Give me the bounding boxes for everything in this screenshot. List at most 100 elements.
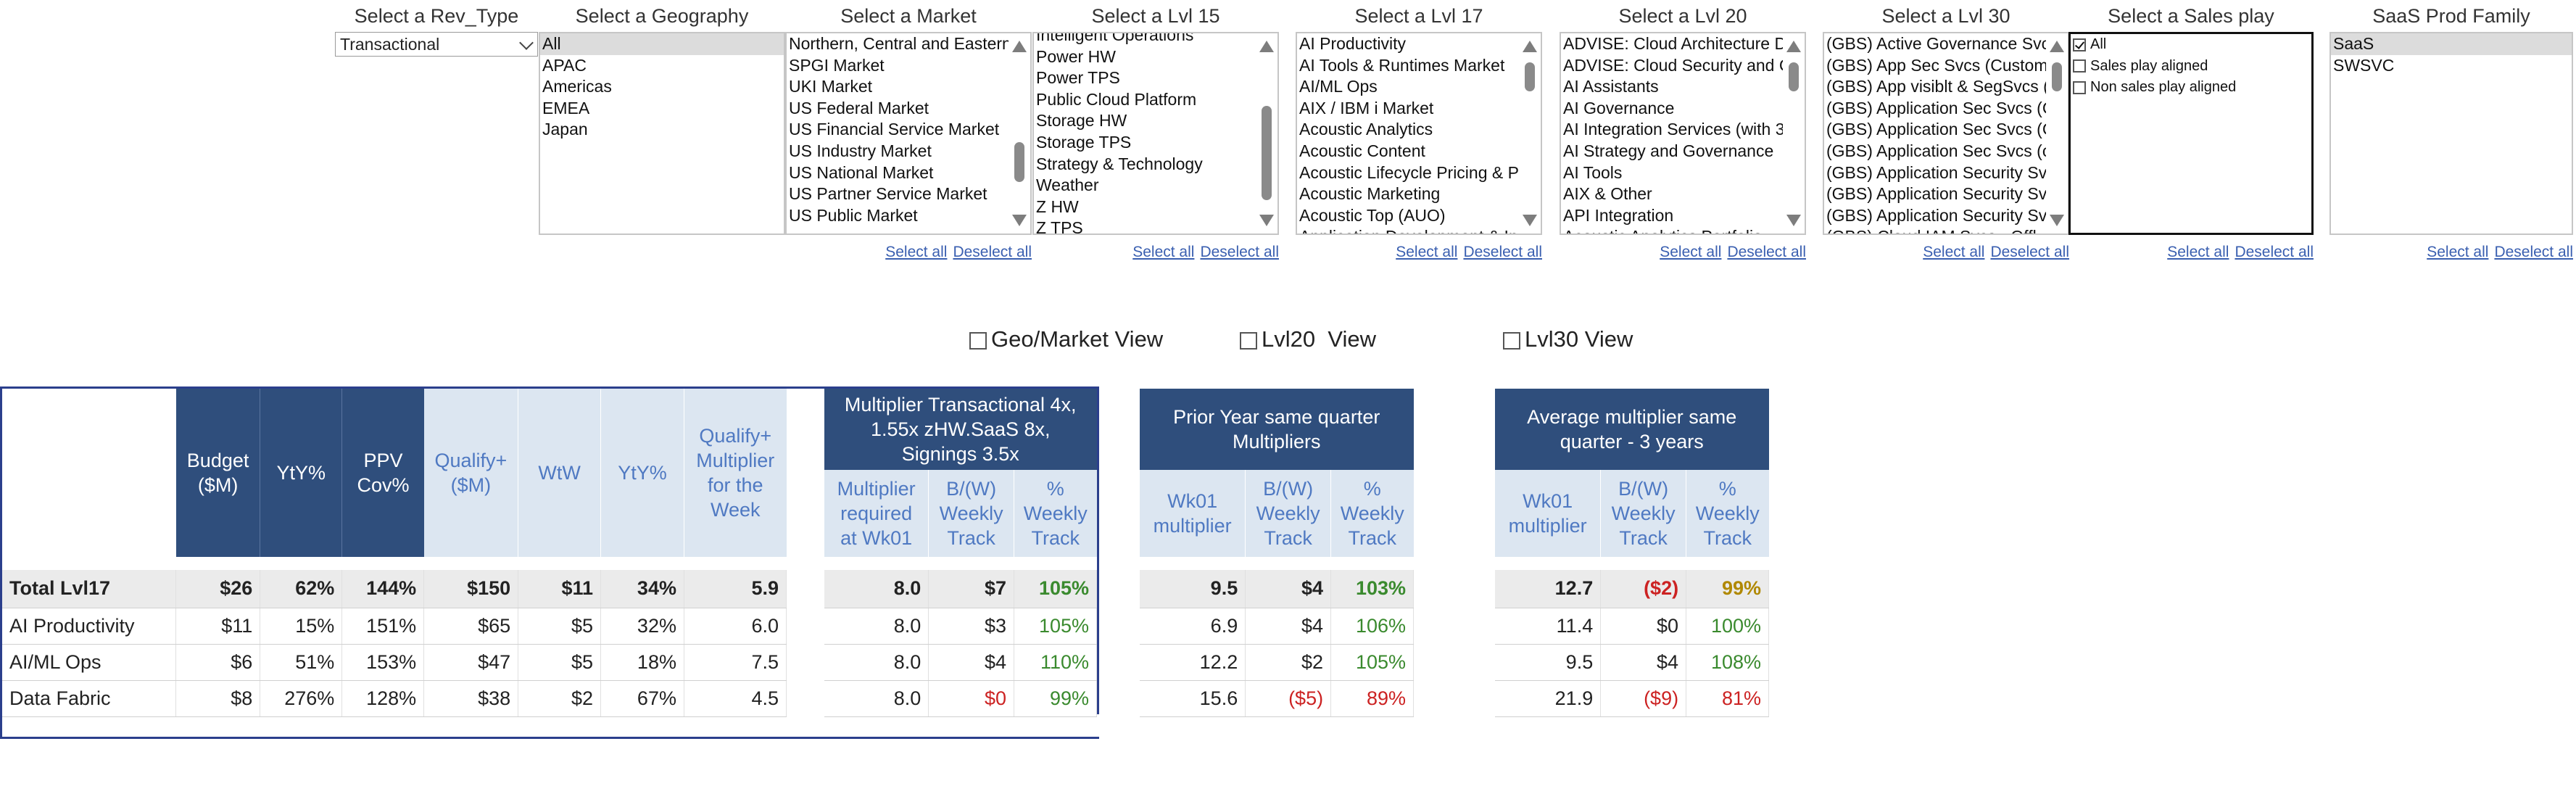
list-item[interactable]: Power HW xyxy=(1036,46,1116,66)
sales-play-listbox[interactable]: All Sales play aligned Non sales play al… xyxy=(2068,32,2314,235)
list-item[interactable]: EMEA xyxy=(542,98,590,117)
scroll-thumb[interactable] xyxy=(2052,62,2062,91)
list-item[interactable]: Strategy & Technology xyxy=(1036,154,1203,173)
list-item[interactable]: (GBS) Application Security Svc xyxy=(1826,162,2055,182)
lvl17-listbox[interactable]: AI Productivity AI Tools & Runtimes Mark… xyxy=(1296,32,1542,235)
list-item[interactable]: Americas xyxy=(542,77,612,96)
list-item[interactable]: SaaS xyxy=(2331,33,2572,55)
lvl20-listbox[interactable]: ADVISE: Cloud Architecture D ADVISE: Clo… xyxy=(1560,32,1806,235)
list-item[interactable]: Acoustic Lifecycle Pricing & Pr xyxy=(1299,162,1525,182)
list-item[interactable]: (GBS) Cloud IAM Svcs - Offl xyxy=(1824,226,2068,233)
list-item[interactable]: Acoustic Marketing xyxy=(1299,184,1441,204)
list-item[interactable]: SPGI Market xyxy=(789,55,885,75)
select-all-link[interactable]: Select all xyxy=(885,244,948,260)
checkbox-icon[interactable] xyxy=(969,331,987,350)
list-item[interactable]: AI Integration Services (with 3 xyxy=(1563,120,1785,139)
scrollbar[interactable] xyxy=(1256,33,1277,233)
list-item[interactable]: US National Market xyxy=(789,162,934,182)
select-all-link[interactable]: Select all xyxy=(1923,244,1985,260)
scroll-up-icon[interactable] xyxy=(1259,41,1274,52)
lvl30-view-toggle[interactable]: Lvl30 View xyxy=(1503,326,1633,352)
scrollbar[interactable] xyxy=(1009,33,1030,233)
scrollbar[interactable] xyxy=(1519,33,1541,233)
checkbox-icon[interactable] xyxy=(2073,59,2086,73)
checkbox-icon[interactable] xyxy=(1503,331,1520,350)
deselect-all-link[interactable]: Deselect all xyxy=(1990,244,2069,260)
list-item[interactable]: Storage HW xyxy=(1036,111,1127,131)
list-item[interactable]: Public Cloud Platform xyxy=(1036,89,1197,109)
saas-family-listbox[interactable]: SaaS SWSVC xyxy=(2329,32,2573,235)
scroll-down-icon[interactable] xyxy=(1786,215,1801,226)
list-item[interactable]: AI Strategy and Governance xyxy=(1563,141,1774,160)
geo-market-view-toggle[interactable]: Geo/Market View xyxy=(969,326,1163,352)
scroll-down-icon[interactable] xyxy=(1012,215,1027,226)
market-listbox[interactable]: Northern, Central and Eastern SPGI Marke… xyxy=(785,32,1032,235)
list-item[interactable]: APAC xyxy=(542,55,587,75)
list-item[interactable]: ADVISE: Cloud Security and C xyxy=(1563,55,1792,75)
geography-listbox[interactable]: All APAC Americas EMEA Japan xyxy=(539,32,785,235)
scroll-thumb[interactable] xyxy=(1789,62,1799,91)
list-item[interactable]: AI Assistants xyxy=(1563,77,1659,96)
sales-play-option[interactable]: All xyxy=(2071,34,2311,56)
list-item[interactable]: All xyxy=(540,33,784,55)
list-item[interactable]: US Partner Service Market xyxy=(789,184,987,204)
checkbox-checked-icon[interactable] xyxy=(2073,38,2086,51)
list-item[interactable]: SWSVC xyxy=(2333,55,2395,75)
list-item[interactable]: Acoustic Analytics xyxy=(1299,120,1433,139)
select-all-link[interactable]: Select all xyxy=(1132,244,1195,260)
list-item[interactable]: (GBS) Application Sec Svcs (C xyxy=(1826,98,2055,117)
deselect-all-link[interactable]: Deselect all xyxy=(1727,244,1806,260)
lvl30-listbox[interactable]: (GBS) Active Governance Svcs (GBS) App S… xyxy=(1823,32,2069,235)
select-all-link[interactable]: Select all xyxy=(2167,244,2229,260)
list-item[interactable]: API Integration xyxy=(1563,205,1674,225)
lvl15-listbox[interactable]: Intelligent Operations Power HW Power TP… xyxy=(1032,32,1279,235)
select-all-link[interactable]: Select all xyxy=(1660,244,1722,260)
scroll-down-icon[interactable] xyxy=(1523,215,1537,226)
lvl20-view-toggle[interactable]: Lvl20 View xyxy=(1240,326,1376,352)
scroll-down-icon[interactable] xyxy=(1259,215,1274,226)
list-item[interactable]: Intelligent Operations xyxy=(1036,32,1194,44)
list-item[interactable]: AIX / IBM i Market xyxy=(1299,98,1434,117)
scroll-up-icon[interactable] xyxy=(1523,41,1537,52)
list-item[interactable]: Japan xyxy=(542,120,588,139)
list-item[interactable]: (GBS) Application Security Svc xyxy=(1826,205,2055,225)
list-item[interactable]: Storage TPS xyxy=(1036,132,1132,152)
list-item[interactable]: (GBS) Application Sec Svcs (c xyxy=(1826,141,2051,160)
list-item[interactable]: Application Development & In xyxy=(1297,226,1541,233)
list-item[interactable]: Z TPS xyxy=(1036,218,1083,235)
scroll-thumb[interactable] xyxy=(1014,142,1024,182)
checkbox-icon[interactable] xyxy=(2073,80,2086,94)
scroll-thumb[interactable] xyxy=(1262,106,1272,200)
list-item[interactable]: ADVISE: Cloud Architecture D xyxy=(1563,34,1787,53)
list-item[interactable]: Z HW xyxy=(1036,197,1079,216)
list-item[interactable]: US Public Market xyxy=(789,205,918,225)
deselect-all-link[interactable]: Deselect all xyxy=(2494,244,2573,260)
list-item[interactable]: (GBS) Application Sec Svcs (C xyxy=(1826,120,2055,139)
list-item[interactable]: (GBS) Application Security Svc xyxy=(1826,184,2055,204)
scroll-up-icon[interactable] xyxy=(2050,41,2064,52)
list-item[interactable]: AI Tools & Runtimes Market xyxy=(1299,55,1505,75)
list-item[interactable]: Northern, Central and Eastern xyxy=(789,34,1011,53)
deselect-all-link[interactable]: Deselect all xyxy=(953,244,1032,260)
scroll-up-icon[interactable] xyxy=(1012,41,1027,52)
scroll-up-icon[interactable] xyxy=(1786,41,1801,52)
list-item[interactable]: (GBS) App Sec Svcs (Custom xyxy=(1826,55,2048,75)
deselect-all-link[interactable]: Deselect all xyxy=(1463,244,1542,260)
scroll-thumb[interactable] xyxy=(1525,62,1535,91)
rev-type-dropdown[interactable]: Transactional xyxy=(335,32,538,57)
checkbox-icon[interactable] xyxy=(1240,331,1257,350)
list-item[interactable]: Acoustic Top (AUO) xyxy=(1299,205,1446,225)
chevron-down-icon[interactable] xyxy=(519,36,534,50)
sales-play-option[interactable]: Non sales play aligned xyxy=(2071,77,2311,99)
deselect-all-link[interactable]: Deselect all xyxy=(1200,244,1279,260)
list-item[interactable]: Power TPS xyxy=(1036,68,1120,88)
list-item[interactable]: Acoustic Content xyxy=(1299,141,1425,160)
sales-play-option[interactable]: Sales play aligned xyxy=(2071,56,2311,78)
list-item[interactable]: AI/ML Ops xyxy=(1299,77,1378,96)
list-item[interactable]: US Federal Market xyxy=(789,98,929,117)
list-item[interactable]: US Industry Market xyxy=(789,141,932,160)
list-item[interactable]: AI Productivity xyxy=(1299,34,1406,53)
deselect-all-link[interactable]: Deselect all xyxy=(2235,244,2314,260)
list-item[interactable]: AI Tools xyxy=(1563,162,1623,182)
list-item[interactable]: AI Governance xyxy=(1563,98,1675,117)
